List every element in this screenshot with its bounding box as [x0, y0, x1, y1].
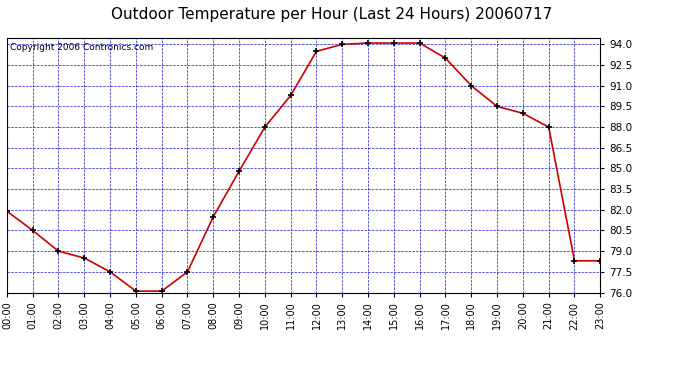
Text: Outdoor Temperature per Hour (Last 24 Hours) 20060717: Outdoor Temperature per Hour (Last 24 Ho…	[110, 8, 552, 22]
Text: Copyright 2006 Contronics.com: Copyright 2006 Contronics.com	[10, 43, 153, 52]
